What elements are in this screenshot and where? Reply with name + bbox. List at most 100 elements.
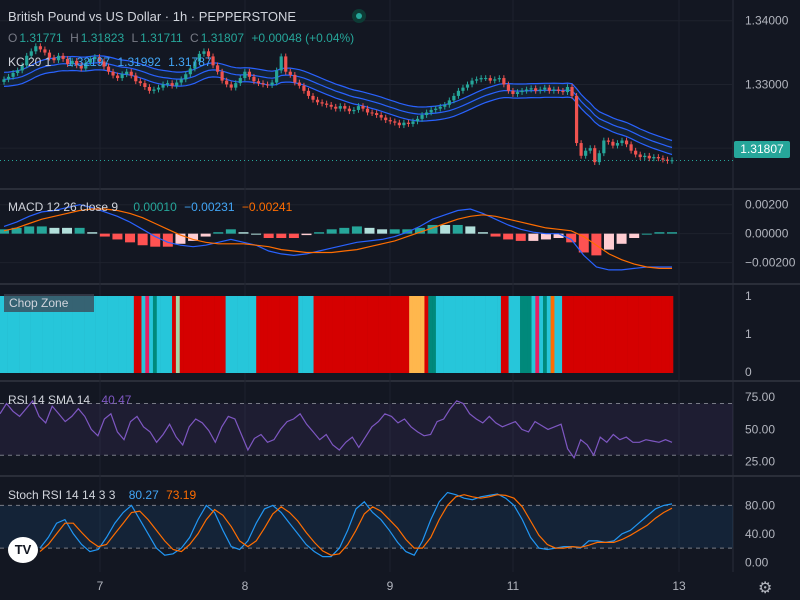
gear-icon[interactable]: ⚙	[758, 580, 773, 597]
candle-body	[515, 92, 520, 94]
tradingview-logo-icon[interactable]: TV	[8, 537, 38, 563]
candle-body	[511, 90, 515, 94]
rsi-axis-tick-label: 75.00	[745, 390, 775, 404]
chop-zone-bar	[512, 296, 517, 373]
chop-zone-label[interactable]: Chop Zone	[9, 296, 69, 310]
macd-histogram-bar	[288, 233, 299, 238]
macd-line	[3, 204, 672, 271]
chop-zone-bar	[523, 296, 528, 373]
chop-zone-bar	[76, 296, 81, 373]
chop-zone-bar	[428, 296, 433, 373]
macd-legend[interactable]: MACD 12 26 close 9 0.00010 −0.00231 −0.0…	[8, 200, 296, 214]
candle-body	[175, 82, 179, 86]
chop-zone-bar	[562, 296, 567, 373]
macd-histogram-bar	[11, 227, 22, 234]
macd-histogram-bar	[24, 226, 35, 234]
candle-body	[29, 51, 33, 56]
candle-body	[2, 79, 6, 82]
candle-body	[493, 79, 497, 81]
chop-zone-bar	[485, 296, 490, 373]
candle-body	[25, 55, 29, 66]
candle-body	[79, 65, 83, 69]
chop-zone-bar	[244, 296, 249, 373]
chop-zone-bar	[669, 296, 674, 373]
candle-body	[556, 89, 560, 91]
macd-signal-value: −0.00241	[241, 200, 293, 214]
ohlc-legend: O 1.31771 H 1.31823 L 1.31711 C 1.31807 +0.0…	[8, 31, 358, 45]
chop-zone-bar	[630, 296, 636, 373]
ohlc-o-label: O	[8, 31, 18, 45]
macd-histogram-bar	[175, 233, 186, 244]
candle-body	[615, 143, 620, 146]
candle-body	[311, 95, 315, 100]
candle-body	[206, 51, 211, 57]
chop-zone-bar	[646, 296, 651, 373]
chop-zone-bar	[390, 296, 395, 373]
kc-legend[interactable]: KC 20 1 1.32197 1.31992 1.31787	[8, 55, 216, 69]
chop-zone-bar	[19, 296, 24, 373]
macd-histogram-bar	[238, 232, 249, 234]
chop-zone-bar	[103, 296, 108, 373]
kc-basis-line	[3, 62, 673, 149]
candle-body	[47, 52, 52, 58]
candle-body	[570, 86, 574, 96]
chop-zone-bar	[0, 296, 5, 373]
macd-histogram-bar	[49, 227, 60, 234]
chop-zone-bar	[57, 296, 62, 373]
chop-zone-bar	[42, 296, 47, 373]
chop-zone-bar	[462, 296, 467, 373]
chop-zone-bar	[183, 296, 188, 373]
stoch-d-line	[39, 494, 673, 556]
candle-body	[452, 95, 456, 101]
candle-body	[225, 80, 229, 85]
candle-body	[611, 141, 615, 146]
kc-basis: 1.31992	[117, 55, 161, 69]
candle-body	[561, 90, 565, 93]
candle-body	[297, 82, 301, 86]
chop-zone-bar	[344, 296, 349, 373]
chop-zone-bar	[481, 296, 486, 373]
rsi-legend[interactable]: RSI 14 SMA 14 40.47	[8, 393, 135, 407]
chop-zone-bar	[302, 296, 307, 373]
macd-histogram-bar	[616, 233, 627, 244]
chop-zone-bar	[531, 296, 536, 373]
candle-body	[315, 99, 320, 103]
market-open-icon	[352, 9, 366, 23]
ohlc-low: 1.31711	[140, 31, 183, 45]
chop-zone-bar	[267, 296, 272, 373]
chop-zone-bar	[95, 296, 100, 373]
chop-zone-bar	[11, 296, 16, 373]
candle-body	[84, 62, 88, 69]
macd-histogram-bar	[364, 227, 375, 234]
chop-zone-bar	[72, 296, 77, 373]
candle-body	[375, 113, 379, 116]
chop-zone-bar	[607, 296, 613, 373]
chop-zone-bar	[585, 296, 590, 373]
candle-body	[529, 88, 533, 90]
rsi-line	[0, 399, 673, 460]
chop-zone-bar	[542, 296, 548, 373]
chop-zone-bar	[282, 296, 288, 373]
candle-body	[447, 100, 451, 105]
candle-body	[384, 117, 388, 121]
candle-body	[638, 154, 642, 158]
chop-zone-bar	[611, 296, 616, 373]
stoch-axis-tick-label: 0.00	[745, 555, 769, 569]
chop-zone-bar	[22, 296, 28, 373]
chop-zone-bar	[198, 296, 203, 373]
stoch-rsi-legend[interactable]: Stoch RSI 14 14 3 3 80.27 73.19	[8, 488, 200, 502]
macd-axis-tick-label: 0.00200	[745, 198, 789, 212]
macd-histogram-bar	[263, 233, 274, 238]
chop-zone-bar	[409, 296, 414, 373]
chop-zone-bar	[325, 296, 330, 373]
chop-zone-bar	[34, 296, 39, 373]
macd-histogram-bar	[414, 227, 425, 234]
chop-zone-bar	[489, 296, 494, 373]
chop-zone-bar	[248, 296, 253, 373]
chop-zone-bar	[15, 296, 20, 373]
chop-zone-bar	[367, 296, 372, 373]
candle-body	[352, 109, 356, 112]
chop-zone-bar	[504, 296, 509, 373]
candle-body	[420, 115, 424, 119]
